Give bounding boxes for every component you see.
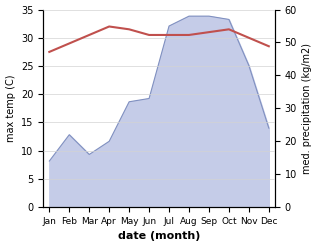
Y-axis label: max temp (C): max temp (C) [5,75,16,142]
X-axis label: date (month): date (month) [118,231,200,242]
Y-axis label: med. precipitation (kg/m2): med. precipitation (kg/m2) [302,43,313,174]
